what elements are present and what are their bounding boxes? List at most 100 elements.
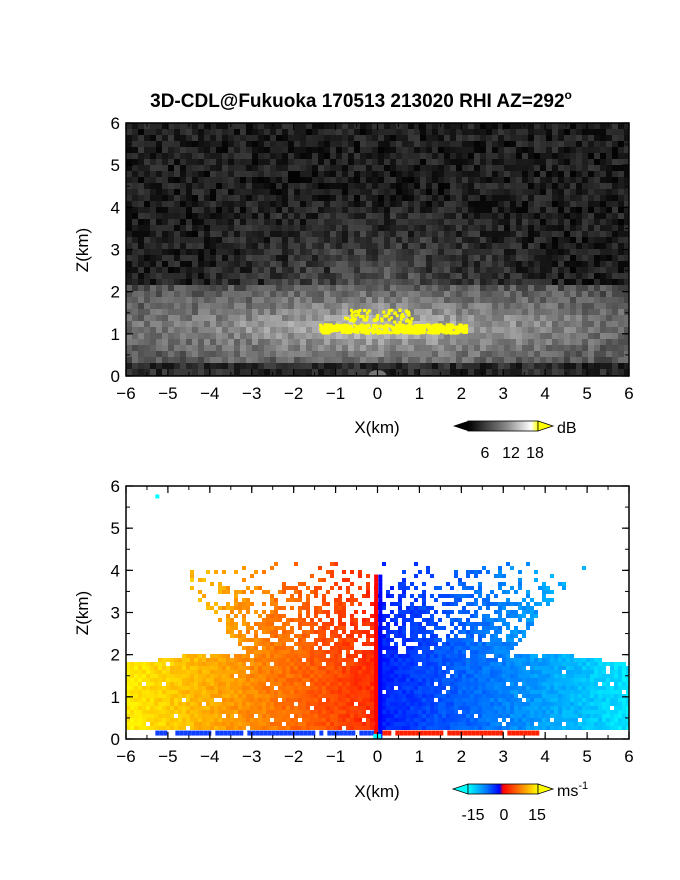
intensity-cell [186, 207, 192, 213]
intensity-cell [426, 171, 432, 177]
intensity-cell [162, 177, 168, 183]
intensity-cell [288, 363, 294, 369]
intensity-cell [414, 225, 420, 231]
intensity-cell [480, 321, 486, 327]
velocity-cell [298, 614, 302, 618]
intensity-cell [510, 315, 516, 321]
intensity-cell [198, 135, 204, 141]
intensity-cell [174, 321, 180, 327]
velocity-cell [494, 638, 498, 642]
intensity-cell [528, 171, 534, 177]
velocity-cell [350, 614, 354, 618]
velocity-cell [498, 638, 502, 642]
bright-echo-pixel [360, 326, 364, 330]
bright-echo-pixel [376, 324, 380, 328]
intensity-cell [228, 153, 234, 159]
intensity-cell [252, 303, 258, 309]
velocity-cell [386, 634, 390, 638]
bright-echo-pixel [449, 328, 453, 332]
intensity-cell [612, 177, 618, 183]
intensity-cell [480, 279, 486, 285]
intensity-cell [210, 267, 216, 273]
intensity-cell [288, 285, 294, 291]
intensity-cell [324, 351, 330, 357]
intensity-cell [324, 339, 330, 345]
intensity-cell [462, 165, 468, 171]
intensity-cell [174, 303, 180, 309]
intensity-cell [564, 321, 570, 327]
intensity-cell [282, 147, 288, 153]
intensity-cell [498, 237, 504, 243]
intensity-cell [252, 177, 258, 183]
intensity-cell [480, 249, 486, 255]
intensity-cell [582, 255, 588, 261]
intensity-cell [306, 249, 312, 255]
intensity-cell [138, 267, 144, 273]
velocity-cell [350, 602, 354, 606]
intensity-cell [510, 201, 516, 207]
intensity-cell [522, 207, 528, 213]
intensity-cell [492, 357, 498, 363]
intensity-cell [270, 261, 276, 267]
intensity-cell [456, 237, 462, 243]
bright-echo-pixel [402, 324, 406, 328]
intensity-cell [480, 219, 486, 225]
intensity-cell [510, 195, 516, 201]
intensity-cell [198, 261, 204, 267]
intensity-cell [300, 189, 306, 195]
intensity-cell [366, 123, 372, 129]
intensity-cell [384, 123, 390, 129]
intensity-cell [582, 237, 588, 243]
intensity-cell [186, 309, 192, 315]
intensity-cell [258, 135, 264, 141]
intensity-cell [600, 189, 606, 195]
intensity-cell [132, 321, 138, 327]
intensity-cell [294, 183, 300, 189]
intensity-cell [216, 135, 222, 141]
intensity-cell [516, 237, 522, 243]
intensity-cell [516, 195, 522, 201]
intensity-cell [456, 213, 462, 219]
intensity-cell [522, 345, 528, 351]
intensity-cell [288, 321, 294, 327]
intensity-cell [192, 171, 198, 177]
intensity-cell [270, 327, 276, 333]
intensity-cell [618, 345, 624, 351]
intensity-cell [600, 315, 606, 321]
intensity-cell [348, 207, 354, 213]
intensity-cell [594, 195, 600, 201]
intensity-cell [540, 183, 546, 189]
intensity-cell [600, 237, 606, 243]
intensity-cell [276, 261, 282, 267]
intensity-cell [528, 321, 534, 327]
velocity-cell [386, 630, 390, 634]
intensity-cell [336, 207, 342, 213]
intensity-cell [528, 183, 534, 189]
intensity-cell [222, 357, 228, 363]
intensity-cell [426, 147, 432, 153]
intensity-cell [252, 195, 258, 201]
intensity-cell [192, 153, 198, 159]
intensity-cell [624, 303, 629, 309]
bright-echo-pixel [326, 323, 330, 327]
intensity-cell [426, 225, 432, 231]
intensity-cell [540, 189, 546, 195]
intensity-cell [234, 363, 240, 369]
intensity-cell [348, 237, 354, 243]
velocity-cell [422, 618, 426, 622]
intensity-cell [330, 159, 336, 165]
intensity-cell [264, 363, 270, 369]
intensity-cell [192, 285, 198, 291]
velocity-cell [322, 626, 326, 630]
intensity-cell [366, 363, 372, 369]
intensity-cell [246, 141, 252, 147]
velocity-cell [506, 602, 510, 606]
intensity-cell [360, 291, 366, 297]
intensity-cell [570, 213, 576, 219]
intensity-cell [276, 285, 282, 291]
intensity-cell [528, 351, 534, 357]
intensity-cell [234, 267, 240, 273]
intensity-cell [594, 303, 600, 309]
intensity-cell [156, 237, 162, 243]
intensity-cell [252, 345, 258, 351]
